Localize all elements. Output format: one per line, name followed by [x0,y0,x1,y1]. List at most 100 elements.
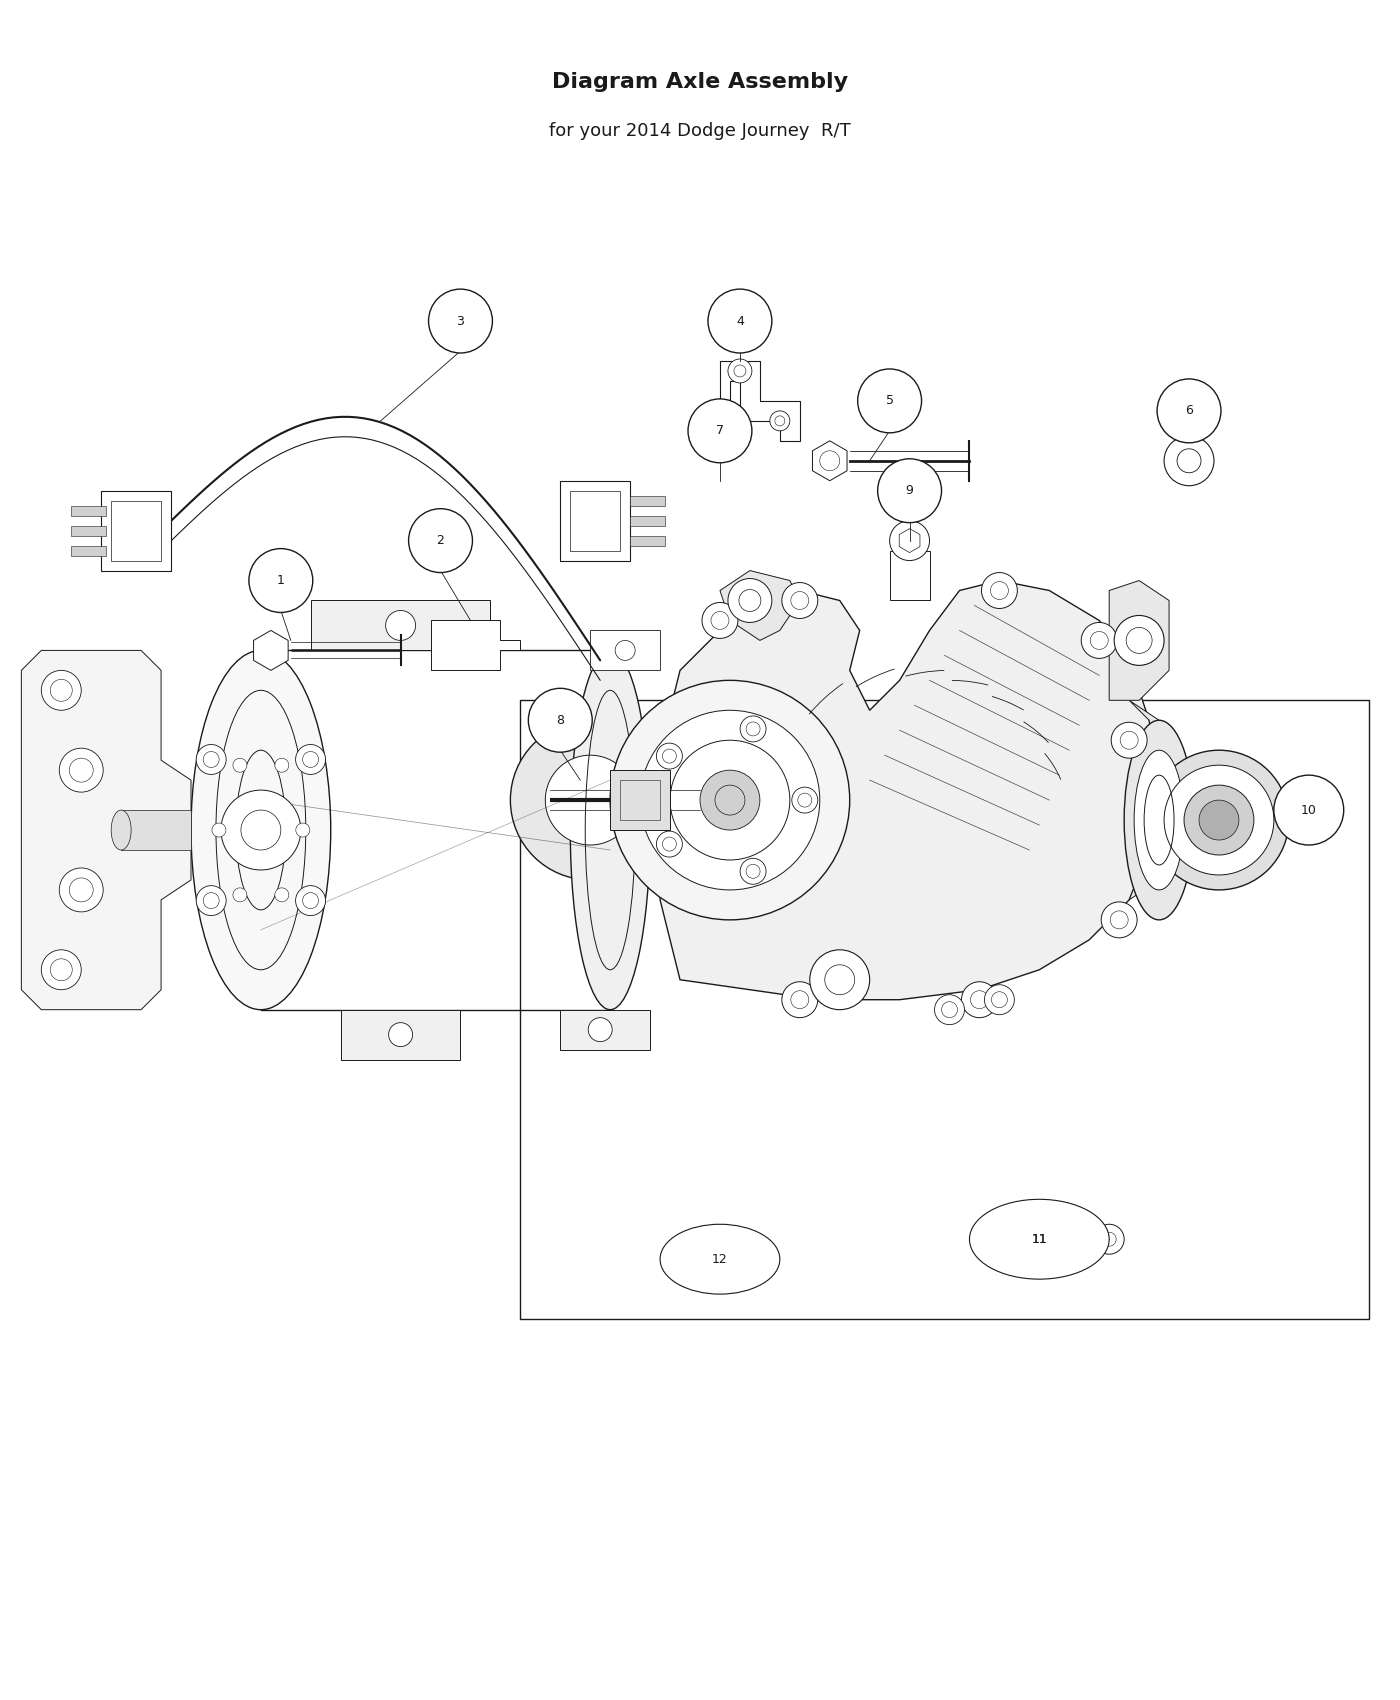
Circle shape [1039,1219,1079,1260]
Circle shape [781,583,818,619]
Text: 11: 11 [1032,1232,1047,1246]
Circle shape [708,289,771,354]
Bar [311,600,490,651]
Circle shape [1149,750,1289,889]
Circle shape [196,886,227,916]
Circle shape [546,755,636,845]
Circle shape [981,573,1018,609]
Text: 10: 10 [1301,804,1317,816]
Circle shape [741,858,766,884]
Text: Diagram Axle Assembly: Diagram Axle Assembly [552,71,848,92]
Text: 2: 2 [437,534,444,547]
Circle shape [588,1018,612,1042]
Circle shape [1156,379,1221,442]
Polygon shape [21,651,190,1010]
Circle shape [610,680,850,920]
Circle shape [1081,622,1117,658]
Circle shape [211,823,225,836]
Text: 9: 9 [906,484,914,496]
Circle shape [1163,435,1214,486]
Bar [630,536,665,546]
Text: 12: 12 [713,1253,728,1266]
Polygon shape [1130,700,1179,899]
Text: 11: 11 [1032,1232,1047,1246]
Circle shape [781,981,818,1018]
Circle shape [249,549,312,612]
Bar [71,505,106,515]
Circle shape [962,981,997,1018]
Circle shape [1102,903,1137,938]
Circle shape [232,887,246,901]
Circle shape [42,950,81,989]
Circle shape [42,670,81,711]
Circle shape [274,758,288,772]
Polygon shape [1109,580,1169,700]
Circle shape [1008,1207,1071,1272]
Polygon shape [591,631,659,670]
Circle shape [1184,785,1254,855]
Circle shape [1198,801,1239,840]
Circle shape [528,688,592,751]
Text: 5: 5 [886,394,893,408]
Bar [111,502,161,561]
Circle shape [1112,722,1147,758]
Bar [570,491,620,551]
Ellipse shape [190,651,330,1010]
Circle shape [615,641,636,660]
Polygon shape [659,580,1159,1000]
Bar [620,780,659,819]
Polygon shape [122,811,190,850]
Circle shape [428,289,493,354]
Circle shape [687,400,752,462]
Text: 6: 6 [1184,405,1193,418]
Circle shape [657,743,682,768]
Circle shape [809,950,869,1010]
Circle shape [878,459,942,522]
Ellipse shape [570,651,650,1010]
Bar [71,525,106,536]
Bar [101,491,171,571]
Bar [560,481,630,561]
Circle shape [700,770,760,830]
Circle shape [701,602,738,639]
Circle shape [984,984,1015,1015]
Circle shape [385,610,416,641]
Ellipse shape [1124,721,1194,920]
Circle shape [1274,775,1344,845]
Bar [610,770,671,830]
Circle shape [221,790,301,870]
Circle shape [858,369,921,434]
Circle shape [690,1229,750,1289]
Circle shape [728,359,752,382]
Bar [521,700,1369,1319]
Circle shape [196,745,227,775]
Bar [560,1010,650,1049]
Circle shape [389,1023,413,1047]
Ellipse shape [969,1198,1109,1278]
Circle shape [935,994,965,1025]
Bar [340,1010,461,1059]
Text: 8: 8 [556,714,564,728]
Circle shape [770,411,790,430]
Text: 3: 3 [456,314,465,328]
Ellipse shape [659,1224,780,1294]
Polygon shape [431,620,521,670]
Circle shape [657,831,682,857]
Text: 1: 1 [277,575,284,586]
Circle shape [889,520,930,561]
Circle shape [232,758,246,772]
Ellipse shape [111,811,132,850]
Polygon shape [720,571,799,641]
Polygon shape [720,360,799,440]
Circle shape [59,748,104,792]
Circle shape [640,711,820,889]
Bar [889,551,930,600]
Circle shape [741,716,766,741]
Ellipse shape [1134,750,1184,889]
Text: for your 2014 Dodge Journey  R/T: for your 2014 Dodge Journey R/T [549,122,851,141]
Bar [630,496,665,505]
Circle shape [1163,765,1274,876]
Text: 4: 4 [736,314,743,328]
Circle shape [1114,615,1163,665]
Circle shape [792,787,818,813]
